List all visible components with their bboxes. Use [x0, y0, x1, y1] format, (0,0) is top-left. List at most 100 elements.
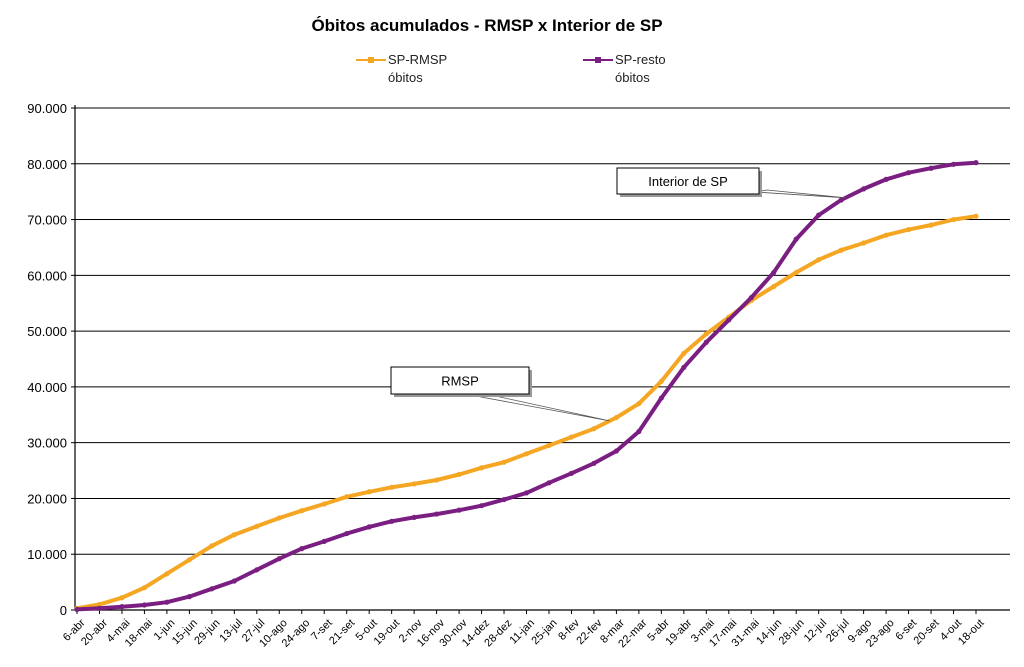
- data-point-1: [434, 511, 440, 517]
- axes: [74, 105, 1010, 611]
- data-point-0: [546, 442, 552, 449]
- data-point-0: [411, 481, 417, 487]
- legend-item-resto: SP-resto óbitos: [583, 52, 666, 85]
- x-tick-label: 21-set: [327, 617, 357, 647]
- data-point-1: [883, 176, 889, 182]
- data-point-0: [456, 471, 462, 478]
- data-point-0: [164, 571, 170, 577]
- data-point-1: [389, 518, 395, 524]
- data-point-1: [478, 503, 485, 509]
- annotation-label: RMSP: [441, 374, 479, 389]
- data-point-0: [186, 557, 192, 563]
- x-tick-label: 19-out: [372, 617, 403, 648]
- annotations: RMSP Interior de SP: [390, 167, 846, 422]
- data-point-0: [366, 489, 372, 495]
- y-tick-label: 70.000: [27, 213, 67, 228]
- data-point-0: [276, 515, 282, 521]
- data-point-0: [254, 523, 260, 529]
- data-point-0: [703, 331, 709, 337]
- annotation-box: [390, 366, 530, 395]
- data-point-0: [299, 508, 305, 514]
- x-axis-ticks: 6-abr20-abr4-mai18-mai1-jun15-jun29-jun1…: [61, 610, 987, 650]
- data-point-0: [658, 378, 664, 384]
- x-tick-label: 22-fev: [574, 617, 604, 647]
- data-point-1: [568, 470, 575, 476]
- data-point-1: [96, 605, 103, 611]
- data-point-0: [793, 269, 799, 276]
- data-point-0: [523, 451, 530, 457]
- data-point-1: [950, 161, 957, 167]
- data-point-1: [141, 602, 148, 608]
- y-tick-label: 30.000: [27, 436, 67, 451]
- legend-label-rmsp-2: óbitos: [388, 70, 423, 85]
- series-lines: [74, 160, 979, 613]
- legend-label-rmsp: SP-RMSP: [388, 52, 447, 67]
- y-tick-label: 50.000: [27, 324, 67, 339]
- legend-marker-resto: [595, 57, 601, 63]
- legend: SP-RMSP óbitos SP-resto óbitos: [356, 52, 666, 85]
- x-tick-label: 13-jul: [217, 617, 245, 645]
- y-tick-label: 60.000: [27, 268, 67, 283]
- data-point-1: [771, 269, 777, 276]
- data-point-0: [613, 414, 620, 421]
- data-point-1: [928, 165, 934, 171]
- annotation-0: RMSP: [390, 366, 610, 422]
- x-tick-label: 12-jul: [802, 617, 830, 645]
- data-point-1: [276, 556, 282, 562]
- data-point-1: [321, 538, 327, 544]
- data-point-1: [838, 197, 844, 203]
- data-point-0: [389, 484, 395, 490]
- data-point-1: [613, 448, 620, 454]
- data-point-1: [209, 586, 215, 592]
- x-tick-label: 25-jan: [529, 617, 559, 647]
- data-point-0: [883, 232, 889, 238]
- data-point-0: [816, 257, 822, 263]
- data-point-1: [299, 546, 305, 552]
- data-point-1: [254, 567, 260, 573]
- data-point-0: [478, 465, 485, 471]
- x-tick-label: 20-abr: [79, 617, 110, 648]
- data-point-1: [681, 364, 687, 370]
- data-point-0: [209, 543, 215, 549]
- data-point-0: [973, 213, 979, 219]
- y-tick-label: 90.000: [27, 101, 67, 116]
- legend-marker-rmsp: [368, 57, 374, 63]
- annotation-box: [616, 167, 760, 195]
- y-tick-label: 80.000: [27, 157, 67, 172]
- annotation-1: Interior de SP: [616, 167, 846, 199]
- data-point-0: [231, 532, 237, 538]
- data-point-1: [501, 496, 507, 503]
- y-tick-label: 20.000: [27, 491, 67, 506]
- data-point-1: [748, 295, 754, 301]
- data-point-1: [119, 604, 125, 610]
- data-point-1: [411, 514, 417, 521]
- x-tick-label: 28-jun: [777, 617, 807, 647]
- x-tick-label: 20-set: [912, 617, 942, 647]
- data-point-0: [838, 247, 844, 253]
- y-axis-ticks: 0 10.000 20.000 30.000 40.000 50.000 60.000 70.…: [27, 101, 75, 618]
- data-point-1: [793, 236, 799, 242]
- data-point-1: [905, 170, 912, 176]
- data-point-0: [861, 240, 867, 246]
- data-point-1: [636, 428, 642, 435]
- data-point-0: [591, 426, 597, 432]
- data-point-0: [434, 477, 440, 483]
- y-tick-label: 0: [60, 603, 67, 618]
- gridlines: [75, 107, 1010, 555]
- data-point-1: [164, 599, 170, 605]
- legend-item-rmsp: SP-RMSP óbitos: [356, 52, 447, 85]
- data-point-1: [726, 317, 732, 323]
- data-point-1: [186, 594, 192, 600]
- data-point-0: [905, 226, 912, 233]
- data-point-1: [816, 212, 822, 218]
- x-tick-label: 18-out: [956, 617, 987, 648]
- data-point-1: [973, 160, 979, 166]
- data-point-0: [141, 585, 148, 591]
- data-point-1: [74, 606, 80, 613]
- data-point-0: [568, 434, 575, 440]
- data-point-1: [861, 186, 867, 192]
- data-point-1: [456, 507, 462, 513]
- data-point-1: [523, 490, 530, 496]
- data-point-0: [321, 501, 327, 507]
